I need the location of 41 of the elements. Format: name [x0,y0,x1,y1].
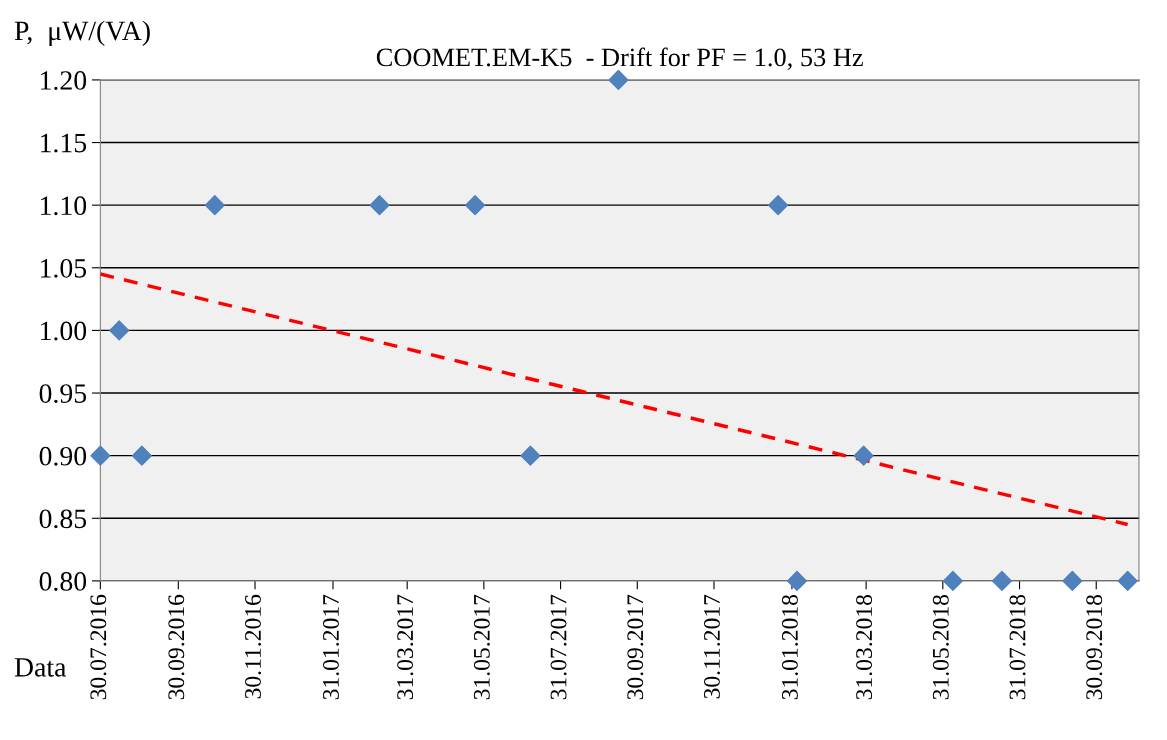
y-tick-label: 1.05 [41,258,87,278]
point [520,445,541,466]
x-tick-label: 30.09.2017 [627,594,644,700]
point [1117,570,1138,591]
x-tick-label: 31.05.2017 [473,594,490,700]
y-tick-label: 0.90 [39,446,87,466]
x-tick-label: 30.07.2016 [90,594,107,700]
x-tick-label: 30.11.2017 [703,594,720,699]
x-tick-label: 30.09.2016 [168,594,185,700]
point [786,570,807,591]
y-tick-label: 1.00 [41,321,87,341]
point [991,570,1012,591]
y-tick-label: 1.15 [41,133,87,153]
x-tick-label: 31.03.2018 [856,594,873,700]
y-tick-label: 0.95 [39,384,87,404]
point [608,69,629,90]
y-tick-label: 0.85 [39,509,87,529]
x-tick-label: 31.01.2018 [781,594,798,700]
x-axis-title: Data [14,658,67,677]
x-tick-label: 31.07.2017 [550,594,567,700]
y-tick-label: 1.20 [41,71,87,90]
point [131,445,152,466]
y-tick-label: 1.10 [41,196,87,216]
y-tick-label: 0.80 [39,572,87,591]
x-tick-label: 31.01.2017 [322,594,339,700]
point [204,195,225,216]
point [465,195,486,216]
chart-title: COOMET.EM-K5 - Drift for PF = 1.0, 53 Hz [376,47,863,71]
x-tick-label: 31.05.2018 [932,594,949,700]
point [369,195,390,216]
x-tick-label: 30.09.2018 [1086,594,1103,700]
x-tick-label: 31.07.2018 [1009,594,1026,700]
point [109,320,130,341]
point [942,570,963,591]
x-tick-label: 30.11.2016 [245,594,262,699]
y-axis-title: P, μW/(VA) [14,20,150,46]
x-tick-label: 31.03.2017 [397,594,414,700]
point [853,445,874,466]
point [90,445,111,466]
point [1062,570,1083,591]
point [768,195,789,216]
